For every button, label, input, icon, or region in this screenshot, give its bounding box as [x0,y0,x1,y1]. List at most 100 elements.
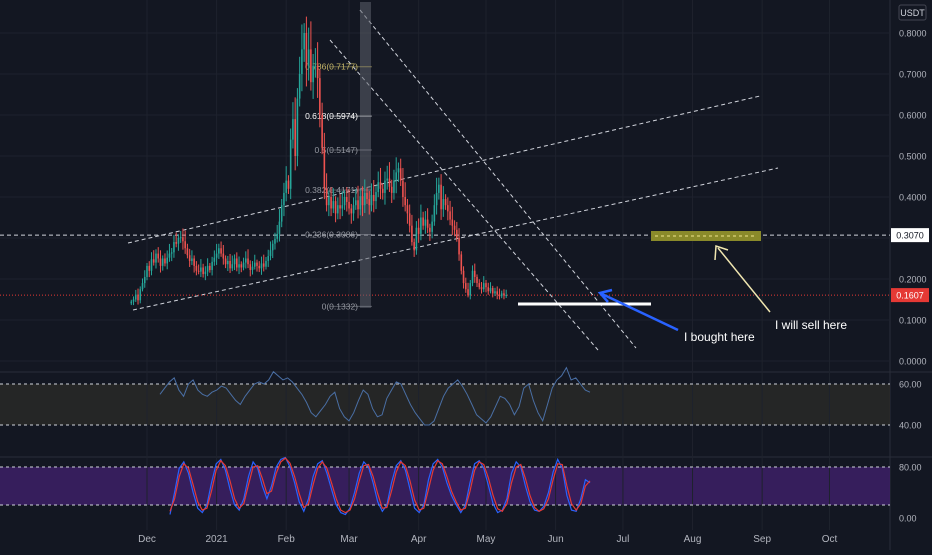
candle-body [307,49,310,66]
candle-body [352,205,355,214]
candle-body [262,263,265,267]
candle-body [460,254,463,271]
candle-body [480,287,483,290]
candle-body [422,217,424,226]
candle-body [161,258,164,266]
candle-body [408,213,411,226]
candle-body [503,293,505,296]
candle-body [359,196,362,210]
candle-body [429,227,431,232]
candle-body [231,264,234,269]
candle-body [157,253,160,259]
candle-body [424,219,427,226]
candle-body [209,265,211,270]
stoch-level-label: 0.00 [899,514,917,524]
fib-level-label: 0.236(0.3086) [305,229,358,239]
time-tick-label: 2021 [205,534,228,545]
candle-body [274,238,276,244]
candle-body [152,259,155,263]
candle-body [233,258,236,265]
candle-body [312,65,314,83]
candle-body [451,219,454,226]
candle-body [173,242,175,253]
time-tick-label: Jul [617,534,630,545]
candle-body [435,192,438,206]
fib-level-label: 0.786(0.7177) [305,62,358,72]
candle-body [406,205,409,214]
time-tick-label: Apr [411,534,427,545]
buy-arrow-head [597,288,613,303]
candle-body [134,294,137,300]
candle-body [456,229,458,238]
candle-body [343,197,346,206]
time-tick-label: Mar [340,534,358,545]
candle-body [426,219,429,228]
candle-body [316,65,319,79]
candle-body [168,253,171,258]
time-tick-label: Feb [278,534,296,545]
candle-body [139,289,142,301]
candle-body [330,197,332,209]
candle-body [453,225,456,230]
price-tick-label: 0.7000 [899,70,927,80]
candle-body [227,260,229,265]
candle-body [498,294,501,297]
candle-body [269,250,272,257]
candle-body [186,248,189,256]
candle-body [303,33,305,50]
time-tick-label: Oct [822,534,838,545]
candle-body [386,178,389,181]
candle-body [402,180,404,197]
candle-body [417,227,420,234]
candle-body [411,225,413,243]
marked-level-tag [891,228,929,243]
candle-body [305,33,308,66]
candle-body [229,260,231,269]
candle-body [361,196,364,206]
candle-body [200,267,202,272]
price-tick-label: 0.1000 [899,316,927,326]
price-tick-label: 0.0000 [899,357,927,367]
candle-body [146,265,148,277]
candle-body [381,188,384,193]
candle-body [476,276,478,284]
candle-body [294,119,296,156]
price-tick-label: 0.2000 [899,275,927,285]
last-price-tag [891,288,929,303]
price-axis: 0.00000.10000.20000.30000.40000.50000.60… [891,29,929,367]
candle-body [195,265,198,271]
candle-body [247,258,249,265]
candle-body [473,270,476,277]
candle-body [285,180,287,193]
last-price-tag-label: 0.1607 [896,291,924,301]
fib-level-label: 0.382(0.4171) [305,185,358,195]
candle-body [271,243,274,251]
candle-body [375,192,377,202]
candle-body [444,199,447,206]
candle-body [489,288,492,292]
candle-body [222,253,225,259]
candle-body [310,49,312,83]
candle-body [377,182,380,193]
candles [130,16,507,306]
candle-body [166,257,169,264]
candle-body [287,180,290,189]
candle-body [276,233,279,239]
candle-body [388,178,391,187]
candle-body [393,180,395,193]
candle-body [175,242,177,244]
candle-body [323,147,326,189]
candle-body [395,172,397,181]
currency-badge[interactable] [898,4,927,21]
candle-body [447,205,449,212]
candle-body [204,271,207,275]
candle-body [372,194,375,202]
candle-body [325,188,328,206]
time-tick-label: Aug [684,534,702,545]
candle-body [292,119,294,140]
sell-note: I will sell here [775,318,847,332]
fib-level-label: 0.5(0.5147) [315,145,359,155]
candle-body [494,291,496,294]
candle-body [193,258,195,266]
